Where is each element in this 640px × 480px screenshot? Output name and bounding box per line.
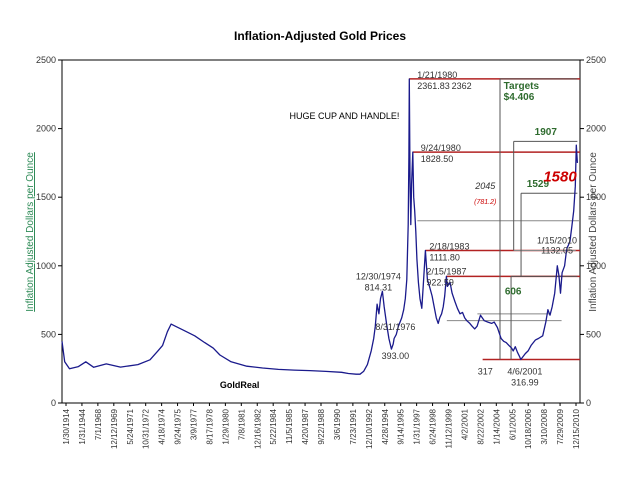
annotation-1580: 1580 <box>543 168 577 185</box>
annotation-814-31: 814.31 <box>365 282 393 292</box>
annotation-4-406: $4.406 <box>504 92 535 103</box>
bracket-lines <box>499 78 578 360</box>
x-tick-label: 8/22/2002 <box>476 408 485 444</box>
y-tick-label-left: 2500 <box>36 55 56 65</box>
y-ticks-right: 0 500 1000 1500 2000 2500 <box>580 55 606 408</box>
annotation-1529: 1529 <box>527 179 550 190</box>
x-tick-label: 4/28/1994 <box>381 408 390 444</box>
annotation-huge-cup-and-handle: HUGE CUP AND HANDLE! <box>289 111 399 121</box>
annotation-393-00: 393.00 <box>382 351 410 361</box>
y-tick-label-right: 500 <box>586 329 601 339</box>
x-tick-label: 6/24/1998 <box>429 408 438 444</box>
annotation-1-15-2010: 1/15/2010 <box>537 236 577 246</box>
annotation-1132-05: 1132.05 <box>541 246 573 256</box>
y-tick-label-right: 2000 <box>586 124 606 134</box>
annotation-922-59: 922.59 <box>426 277 454 287</box>
plot-area <box>61 59 581 404</box>
x-tick-label: 12/12/1969 <box>110 408 119 449</box>
annotation-2361-83: 2361.83 <box>417 81 450 91</box>
annotation-316-99: 316.99 <box>511 378 539 388</box>
y-tick-label-right: 1500 <box>586 192 606 202</box>
x-tick-label: 12/16/1982 <box>253 408 262 449</box>
x-tick-label: 1/31/1997 <box>413 408 422 444</box>
x-tick-label: 4/18/1974 <box>158 408 167 444</box>
x-tick-label: 7/29/2009 <box>556 408 565 444</box>
x-tick-label: 1/29/1980 <box>221 408 230 444</box>
y-tick-label-left: 0 <box>51 398 56 408</box>
x-tick-label: 7/23/1991 <box>349 408 358 444</box>
x-tick-label: 1/30/1914 <box>62 408 71 444</box>
y-axis-label-left: Inflation Adjusted Dollars per Ounce <box>25 152 36 312</box>
x-tick-label: 9/14/1995 <box>397 408 406 444</box>
series-group <box>61 78 579 375</box>
annotation-317: 317 <box>478 367 493 377</box>
x-tick-label: 3/10/2008 <box>540 408 549 444</box>
x-tick-label: 4/20/1987 <box>301 408 310 444</box>
x-tick-label: 4/2/2001 <box>460 408 469 440</box>
x-tick-label: 7/1/1968 <box>94 408 103 440</box>
y-axis-label-right: Inflation Adjusted Dollars per Ounce <box>588 152 599 312</box>
annotation-targets: Targets <box>504 81 540 92</box>
x-tick-label: 7/8/1981 <box>237 408 246 440</box>
chart-title: Inflation-Adjusted Gold Prices <box>234 29 406 43</box>
x-ticks: 1/30/1914 1/31/1944 7/1/1968 12/12/1969 5/24… <box>62 403 581 449</box>
annotation-9-24-1980: 9/24/1980 <box>421 143 461 153</box>
x-tick-label: 1/14/2004 <box>492 408 501 444</box>
x-tick-label: 10/31/1972 <box>142 408 151 449</box>
annotation-1828-50: 1828.50 <box>421 154 454 164</box>
y-tick-label-left: 1000 <box>36 261 56 271</box>
x-tick-label: 9/24/1975 <box>174 408 183 444</box>
annotation-1111-80: 1111.80 <box>429 252 460 262</box>
annotation-goldreal: GoldReal <box>220 380 260 390</box>
annotation-2-15-1987: 2/15/1987 <box>426 266 466 276</box>
x-tick-label: 12/10/1992 <box>365 408 374 449</box>
annotation-2-18-1983: 2/18/1983 <box>429 241 469 251</box>
x-tick-label: 12/15/2010 <box>572 408 581 449</box>
y-ticks-left: 0 500 1000 1500 2000 2500 <box>36 55 62 408</box>
x-tick-label: 8/17/1978 <box>205 408 214 444</box>
annotation-606: 606 <box>505 287 522 298</box>
x-tick-label: 11/12/1999 <box>445 408 454 448</box>
annotation-8-31-1976: 8/31/1976 <box>375 322 415 332</box>
x-tick-label: 9/22/1988 <box>317 408 326 444</box>
x-tick-label: 6/1/2005 <box>508 408 517 440</box>
series-line-goldreal <box>61 78 579 375</box>
annotation-12-30-1974: 12/30/1974 <box>356 271 401 281</box>
x-tick-label: 10/18/2006 <box>524 408 533 449</box>
y-tick-label-right: 1000 <box>586 261 606 271</box>
annotation-781-2: (781.2) <box>474 199 496 206</box>
x-tick-label: 3/9/1977 <box>190 408 199 440</box>
annotation-2045: 2045 <box>474 181 496 191</box>
x-tick-label: 3/6/1990 <box>333 408 342 440</box>
y-tick-label-left: 1500 <box>36 192 56 202</box>
x-tick-label: 5/22/1984 <box>269 408 278 444</box>
x-tick-label: 11/5/1985 <box>285 408 294 444</box>
x-tick-label: 1/31/1944 <box>78 408 87 444</box>
y-tick-label-right: 2500 <box>586 55 606 65</box>
x-tick-label: 5/24/1971 <box>126 408 135 444</box>
annotation-2362: 2362 <box>452 81 472 91</box>
annotation-1907: 1907 <box>535 127 558 138</box>
annotation-1-21-1980: 1/21/1980 <box>417 70 457 80</box>
y-tick-label-right: 0 <box>586 398 591 408</box>
y-tick-label-left: 500 <box>41 329 56 339</box>
annotation-4-6-2001: 4/6/2001 <box>507 367 542 377</box>
y-tick-label-left: 2000 <box>36 124 56 134</box>
